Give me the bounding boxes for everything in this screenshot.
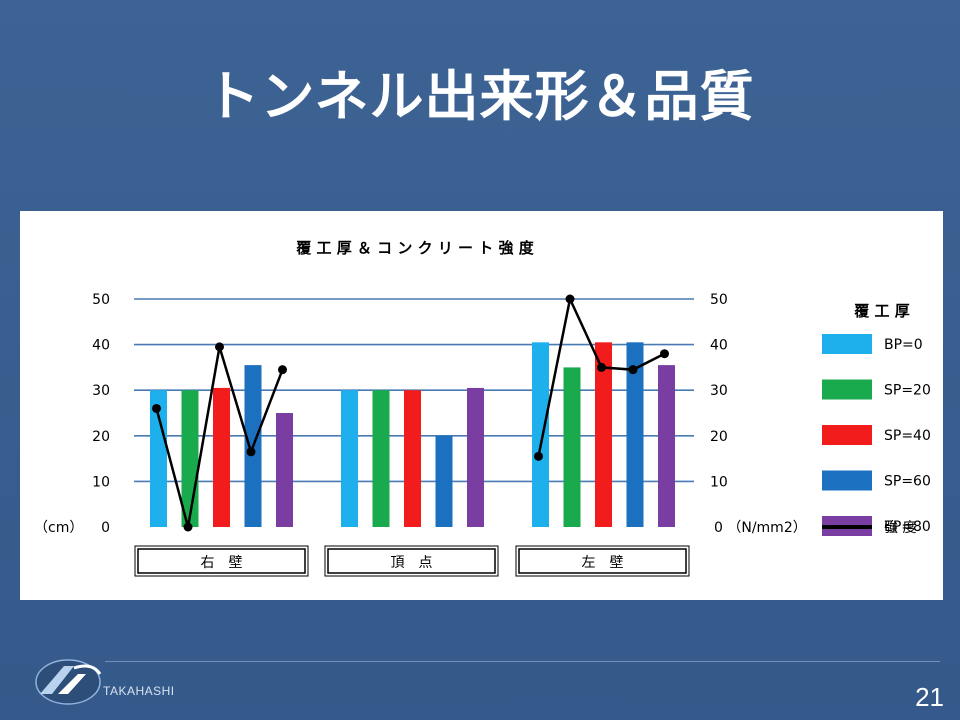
group-label: 左 壁 <box>582 555 624 571</box>
right-tick-label: 40 <box>710 338 728 354</box>
group-box-outer <box>324 545 499 577</box>
left-axis-unit: （cm） <box>34 520 83 536</box>
chart-title: 覆 工 厚 ＆ コ ン ク リ ー ト 強 度 <box>296 239 534 257</box>
legend-title: 覆 工 厚 <box>854 302 909 320</box>
left-tick-label: 50 <box>92 292 110 308</box>
legend-label: EP=80 <box>884 519 931 535</box>
right-axis-unit: 0 （N/mm2） <box>714 520 807 536</box>
group-box-inner <box>518 548 687 574</box>
strength-point <box>246 447 256 457</box>
page-number: 21 <box>915 682 944 712</box>
strength-point <box>215 342 224 352</box>
chart-panel: 覆 工 厚 ＆ コ ン ク リ ー ト 強 度 0 10 20 30 40 50 10 20… <box>20 211 943 600</box>
footer-divider <box>105 661 940 662</box>
group-box-outer <box>134 545 309 577</box>
bar-sp-40 <box>404 390 421 527</box>
group-label: 右 壁 <box>201 555 243 571</box>
right-tick-label: 50 <box>710 292 728 308</box>
right-tick-label: 30 <box>710 383 728 399</box>
strength-point <box>628 365 638 375</box>
bar-sp-20 <box>563 367 581 527</box>
strength-point <box>565 294 575 304</box>
bar-ep-80 <box>276 413 293 527</box>
legend-swatch <box>822 379 872 400</box>
strength-point <box>660 349 669 359</box>
bar-sp-60 <box>626 342 644 527</box>
bar-bp-0 <box>341 390 358 527</box>
strength-point <box>534 451 543 461</box>
strength-point <box>597 362 606 372</box>
bar-sp-20 <box>181 390 199 527</box>
bar-sp-20 <box>372 390 390 527</box>
left-tick-label: 10 <box>92 474 110 490</box>
group-box-inner <box>327 548 496 574</box>
left-tick-label: 0 <box>101 520 110 536</box>
strength-point <box>183 522 193 532</box>
left-tick-label: 30 <box>92 383 110 399</box>
legend-label: SP=40 <box>884 428 931 444</box>
group-label: 頂 点 <box>391 555 433 571</box>
legend-label: 強 度 <box>884 520 916 536</box>
legend-label: SP=20 <box>884 383 931 399</box>
strength-point <box>152 403 161 413</box>
brand-name: TAKAHASHI <box>103 684 175 698</box>
bar-bp-0 <box>150 390 167 527</box>
legend-swatch <box>822 470 872 491</box>
bar-bp-0 <box>532 342 549 527</box>
bar-sp-40 <box>213 387 230 527</box>
right-tick-label: 10 <box>710 474 728 490</box>
left-tick-label: 40 <box>92 338 110 354</box>
bar-sp-60 <box>435 435 453 527</box>
slide-title: トンネル出来形＆品質 <box>205 65 755 128</box>
right-tick-label: 20 <box>710 429 728 445</box>
group-box-outer <box>515 545 690 577</box>
bar-ep-80 <box>467 387 484 527</box>
legend-label: SP=60 <box>884 474 931 490</box>
left-tick-label: 20 <box>92 429 110 445</box>
legend-swatch <box>822 334 872 354</box>
bar-ep-80 <box>658 365 675 527</box>
bar-sp-40 <box>595 342 612 527</box>
company-logo <box>34 654 106 706</box>
strength-point <box>278 365 287 375</box>
legend-label: BP=0 <box>884 337 923 353</box>
legend-swatch <box>822 425 872 445</box>
chart-svg: 覆 工 厚 ＆ コ ン ク リ ー ト 強 度 0 10 20 30 40 50 10 20… <box>34 239 931 577</box>
group-box-inner <box>137 548 306 574</box>
